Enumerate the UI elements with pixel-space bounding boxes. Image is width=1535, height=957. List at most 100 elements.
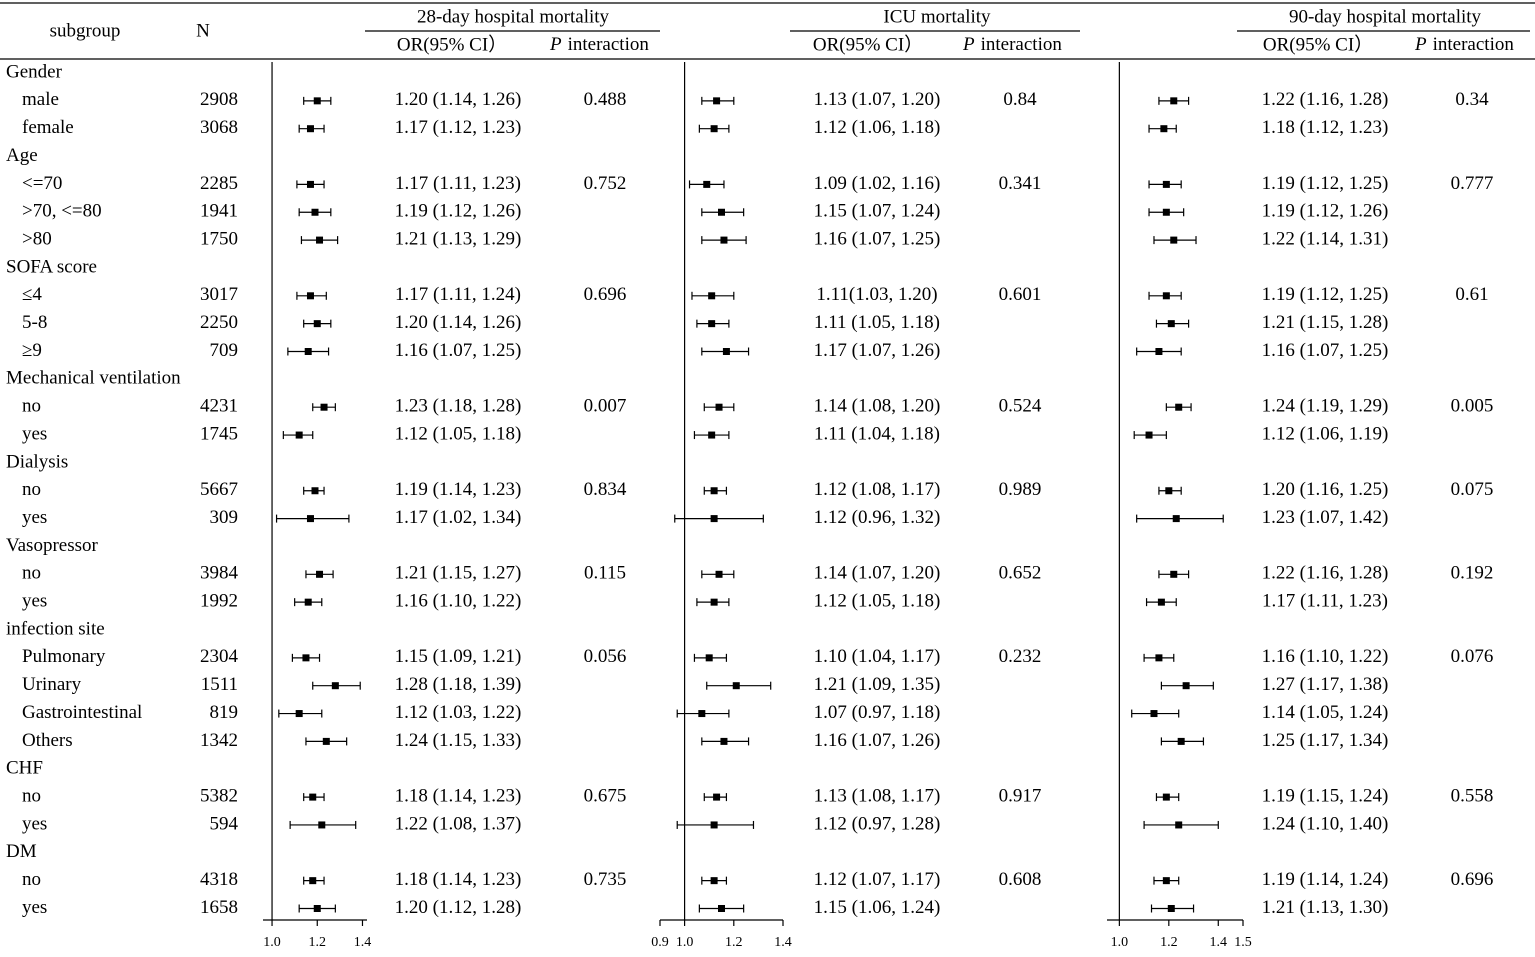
or-label: 1.19 (1.12, 1.25): [1262, 284, 1389, 305]
n-value: 709: [210, 340, 239, 361]
subgroup-label: Others: [22, 730, 73, 751]
or-label: 1.16 (1.10, 1.22): [395, 591, 522, 612]
n-value: 1745: [200, 423, 238, 444]
point-estimate: [1175, 821, 1183, 829]
or-header: OR(95% CI）: [397, 33, 507, 55]
point-estimate: [715, 570, 723, 578]
n-value: 3017: [200, 284, 238, 305]
or-label: 1.16 (1.07, 1.26): [814, 730, 941, 751]
point-estimate: [713, 97, 721, 105]
subgroup-label: no: [22, 785, 41, 806]
n-value: 1750: [200, 228, 238, 249]
x-tick-label: 1.0: [1111, 935, 1129, 950]
or-label: 1.17 (1.11, 1.23): [395, 173, 521, 194]
or-label: 1.19 (1.12, 1.25): [1262, 173, 1389, 194]
point-estimate: [316, 236, 324, 244]
or-label: 1.09 (1.02, 1.16): [814, 173, 941, 194]
point-estimate: [318, 821, 326, 829]
point-estimate: [698, 710, 706, 718]
n-value: 5667: [200, 479, 238, 500]
p-value: 0.056: [584, 646, 627, 667]
n-header: N: [196, 20, 210, 41]
group-label: Age: [6, 145, 38, 166]
x-tick-label: 1.0: [263, 935, 281, 950]
point-estimate: [720, 236, 728, 244]
or-label: 1.21 (1.09, 1.35): [814, 674, 941, 695]
subgroup-label: Urinary: [22, 674, 82, 695]
p-value: 0.752: [584, 173, 627, 194]
subgroup-label: no: [22, 563, 41, 584]
x-tick-label: 1.4: [774, 935, 792, 950]
point-estimate: [304, 348, 312, 355]
point-estimate: [1182, 682, 1190, 690]
point-estimate: [306, 180, 314, 188]
n-value: 1658: [200, 897, 238, 918]
point-estimate: [720, 737, 728, 745]
group-label: infection site: [6, 618, 105, 639]
or-label: 1.10 (1.04, 1.17): [814, 646, 941, 667]
n-value: 1511: [201, 674, 238, 695]
subgroup-label: female: [22, 117, 74, 138]
point-estimate: [703, 180, 711, 188]
point-estimate: [306, 515, 314, 523]
or-label: 1.12 (1.06, 1.19): [1262, 423, 1389, 444]
x-tick-label: 1.0: [676, 935, 694, 950]
point-estimate: [710, 487, 718, 495]
point-estimate: [1162, 180, 1170, 188]
or-label: 1.20 (1.12, 1.28): [395, 897, 522, 918]
point-estimate: [295, 710, 303, 718]
point-estimate: [713, 793, 721, 801]
or-header: OR(95% CI）: [1263, 33, 1373, 55]
group-label: Dialysis: [6, 451, 68, 472]
point-estimate: [306, 125, 314, 133]
x-tick-label: 1.4: [1210, 935, 1228, 950]
p-value: 0.075: [1451, 479, 1494, 500]
p-value: 0.232: [999, 646, 1042, 667]
or-label: 1.21 (1.13, 1.30): [1262, 897, 1389, 918]
or-label: 1.21 (1.15, 1.27): [395, 563, 522, 584]
point-estimate: [1165, 487, 1173, 495]
group-label: Gender: [6, 61, 63, 82]
or-label: 1.20 (1.16, 1.25): [1262, 479, 1389, 500]
or-label: 1.15 (1.06, 1.24): [814, 897, 941, 918]
or-label: 1.17 (1.11, 1.24): [395, 284, 521, 305]
point-estimate: [295, 431, 303, 439]
subgroup-label: Gastrointestinal: [22, 702, 142, 723]
point-estimate: [1160, 125, 1168, 133]
point-estimate: [320, 403, 328, 411]
or-label: 1.07 (0.97, 1.18): [814, 702, 941, 723]
or-label: 1.17 (1.12, 1.23): [395, 117, 522, 138]
point-estimate: [304, 598, 312, 606]
n-value: 2908: [200, 89, 238, 110]
p-value: 0.608: [999, 869, 1042, 890]
panel-title: 28-day hospital mortality: [417, 6, 610, 27]
n-value: 4231: [200, 396, 238, 417]
point-estimate: [1162, 793, 1170, 801]
subgroup-header: subgroup: [50, 20, 121, 41]
group-label: SOFA score: [6, 256, 97, 277]
panel-title: 90-day hospital mortality: [1289, 6, 1482, 27]
n-value: 3068: [200, 117, 238, 138]
p-value: 0.696: [1451, 869, 1494, 890]
p-value: 0.696: [584, 284, 627, 305]
p-value: 0.34: [1455, 89, 1489, 110]
or-label: 1.17 (1.02, 1.34): [395, 507, 522, 528]
or-label: 1.12 (1.05, 1.18): [814, 591, 941, 612]
point-estimate: [309, 877, 317, 885]
or-label: 1.11 (1.04, 1.18): [814, 423, 940, 444]
or-label: 1.18 (1.14, 1.23): [395, 785, 522, 806]
n-value: 1941: [200, 201, 238, 222]
point-estimate: [1162, 877, 1170, 885]
point-estimate: [718, 905, 725, 912]
point-estimate: [1145, 431, 1153, 439]
p-value: 0.84: [1003, 89, 1037, 110]
point-estimate: [1175, 403, 1183, 411]
subgroup-label: no: [22, 396, 41, 417]
p-value: 0.61: [1455, 284, 1488, 305]
or-label: 1.24 (1.15, 1.33): [395, 730, 522, 751]
group-label: CHF: [6, 758, 43, 779]
p-symbol: P: [549, 34, 562, 55]
or-label: 1.23 (1.07, 1.42): [1262, 507, 1389, 528]
